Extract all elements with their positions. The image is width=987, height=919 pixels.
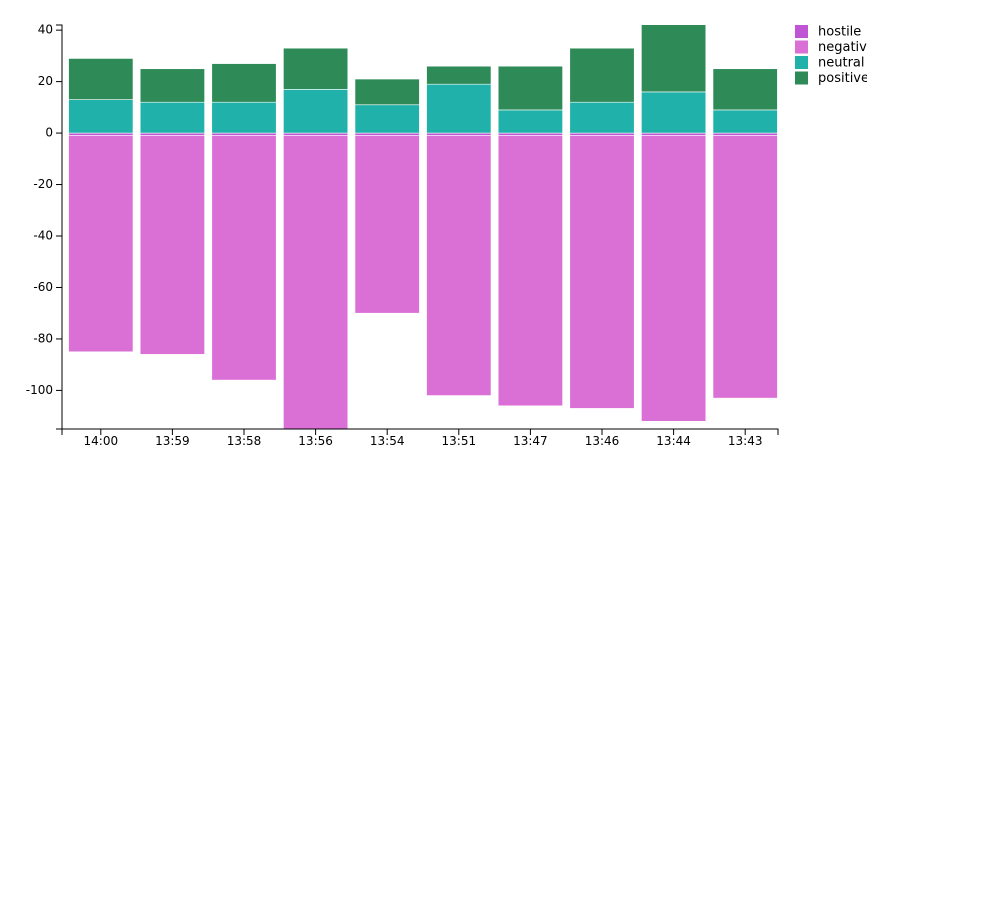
legend-label-hostile: hostile	[818, 25, 861, 40]
bar-negative-1356	[283, 135, 349, 429]
bar-hostile-1346	[569, 132, 635, 136]
bar-negative-1354	[354, 135, 420, 314]
bar-positive-1354	[354, 78, 420, 106]
x-tick-label: 13:44	[656, 434, 691, 448]
bar-negative-1347	[497, 135, 563, 407]
x-tick-label: 13:54	[370, 434, 405, 448]
bar-positive-1351	[426, 65, 492, 85]
bar-hostile-1354	[354, 132, 420, 136]
bar-neutral-1346	[569, 101, 635, 134]
bar-positive-1359	[139, 68, 205, 103]
legend-swatch-negative	[795, 40, 808, 54]
x-tick-label: 13:46	[585, 434, 620, 448]
bars-layer	[68, 25, 778, 429]
y-tick-label: -40	[33, 229, 53, 243]
bar-negative-1346	[569, 135, 635, 409]
legend-label-negative: negative	[818, 40, 875, 55]
bar-neutral-1344	[641, 91, 707, 134]
legend-label-neutral: neutral	[818, 56, 865, 71]
bar-neutral-1347	[497, 109, 563, 134]
bar-hostile-1343	[712, 132, 778, 136]
bar-positive-1358	[211, 63, 277, 103]
bar-neutral-1358	[211, 101, 277, 134]
bar-neutral-1400	[68, 99, 134, 134]
bar-positive-1343	[712, 68, 778, 111]
bar-hostile-1358	[211, 132, 277, 136]
x-tick-label: 13:51	[442, 434, 477, 448]
x-tick-label: 13:47	[513, 434, 548, 448]
x-axis: 14:00 13:59 13:58 13:56 13:54 13:51 13:47 13:46…	[61, 428, 779, 448]
y-axis-line	[56, 24, 63, 430]
bar-positive-1344	[641, 25, 707, 93]
bar-negative-1351	[426, 135, 492, 396]
bar-positive-1347	[497, 65, 563, 111]
bar-neutral-1354	[354, 104, 420, 134]
bar-hostile-1400	[68, 132, 134, 136]
bar-neutral-1351	[426, 83, 492, 134]
bar-hostile-1356	[283, 132, 349, 136]
bar-positive-1346	[569, 47, 635, 103]
y-tick-label: 20	[38, 74, 53, 88]
legend-swatch-hostile	[795, 25, 808, 38]
bar-negative-1400	[68, 135, 134, 353]
x-tick-label: 13:58	[227, 434, 262, 448]
x-tick-label: 13:43	[728, 434, 763, 448]
legend-swatch-neutral	[795, 56, 808, 69]
y-tick-label: -60	[33, 280, 53, 294]
bar-neutral-1359	[139, 101, 205, 134]
y-tick-label: 40	[38, 23, 53, 37]
bar-negative-1344	[641, 135, 707, 422]
bar-negative-1343	[712, 135, 778, 399]
bar-hostile-1347	[497, 132, 563, 136]
bar-positive-1400	[68, 58, 134, 100]
bar-negative-1358	[211, 135, 277, 381]
x-axis-line	[61, 428, 779, 435]
y-axis: 40 20 0 -20 -40 -60 -80 -100	[26, 23, 63, 430]
x-tick-label: 13:56	[298, 434, 333, 448]
bar-neutral-1343	[712, 109, 778, 134]
y-tick-label: -20	[33, 177, 53, 191]
bar-positive-1356	[283, 47, 349, 90]
y-tick-label: -100	[26, 383, 53, 397]
legend-swatch-positive	[795, 71, 808, 85]
x-tick-label: 14:00	[84, 434, 119, 448]
legend-label-positive: positive	[818, 71, 869, 86]
bar-hostile-1344	[641, 132, 707, 136]
bar-neutral-1356	[283, 89, 349, 134]
bar-hostile-1359	[139, 132, 205, 136]
y-tick-label: 0	[45, 126, 53, 140]
bar-negative-1359	[139, 135, 205, 355]
y-tick-label: -80	[33, 331, 53, 345]
bar-hostile-1351	[426, 132, 492, 136]
x-tick-label: 13:59	[155, 434, 190, 448]
